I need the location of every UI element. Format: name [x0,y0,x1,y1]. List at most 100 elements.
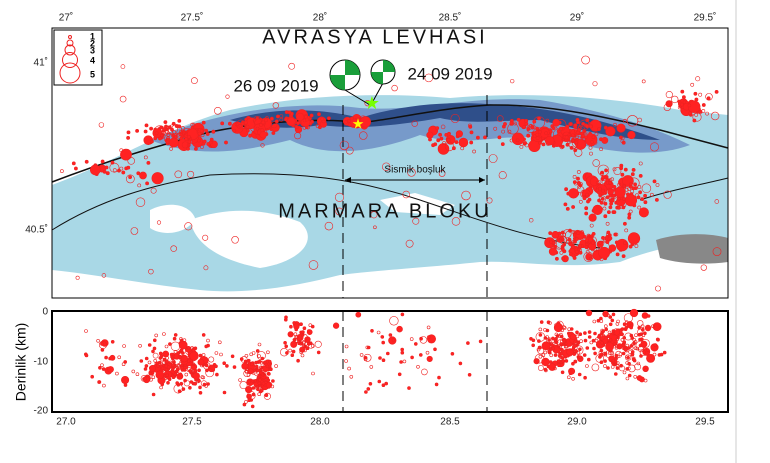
quake [151,349,155,354]
quake [603,214,608,219]
quake [405,239,414,248]
quake [538,354,543,359]
quake [376,330,381,335]
quake [197,368,201,373]
quake [613,362,617,367]
legend-symbol [59,62,81,84]
legend-symbol [62,52,78,68]
quake [428,137,432,142]
quake [137,183,142,188]
quake [227,121,232,126]
quake [384,381,389,386]
quake [577,181,582,186]
quake [373,225,377,230]
quake [578,250,583,255]
epicenter-star: ★ [364,93,380,113]
quake [126,135,131,140]
quake [644,324,652,332]
quake [585,241,590,246]
quake [160,366,165,371]
quake [623,241,627,246]
quake [588,213,597,222]
quake [643,331,647,336]
quake [433,347,437,352]
quake [148,268,154,275]
quake [579,119,590,130]
quake [559,250,564,255]
quake [578,243,583,248]
quake [283,317,288,322]
quake [588,256,593,261]
quake [555,239,566,249]
quake [598,193,603,198]
quake [706,96,711,101]
quake [591,363,600,372]
focal-mechanism-fill [371,60,395,84]
quake [269,116,274,121]
quake [614,186,626,198]
quake [655,183,660,187]
fault-line [51,173,601,249]
quake [349,116,354,121]
plate-label: AVRASYA LEVHASI [262,26,487,48]
lat-tick-label: 41˚ [34,57,48,69]
quake [250,362,254,367]
quake [603,364,607,368]
quake [562,326,567,330]
quake [218,340,222,345]
quake [581,122,586,126]
quake [256,368,260,372]
quake [478,339,483,344]
quake [184,222,193,231]
quake [381,162,391,172]
quake [622,322,627,327]
quake [581,133,585,138]
quake [245,128,250,133]
quake [181,141,189,149]
quake [571,361,575,366]
quake [139,359,144,363]
quake [600,196,605,201]
quake [426,131,434,139]
quake [638,190,643,195]
quake [694,113,699,117]
quake [264,393,269,398]
quake [663,190,672,199]
quake [391,84,398,92]
quake [378,356,382,360]
quake [575,334,580,339]
quake [152,352,159,359]
quake [222,361,226,366]
quake [551,230,560,239]
quake [643,200,648,205]
quake [100,363,104,368]
quake [243,120,248,125]
quake [435,126,440,131]
quake [171,363,175,368]
quake [349,374,354,379]
quake [154,131,159,136]
quake [450,113,460,123]
fault-line [639,177,729,201]
quake [513,121,517,126]
quake [166,136,170,141]
quake [171,124,182,135]
quake [257,342,262,347]
quake [289,324,293,329]
quake [543,327,547,332]
quake [389,316,399,326]
quake [560,347,564,352]
quake [549,353,554,358]
quake [600,341,604,345]
quake [539,320,544,324]
quake [96,338,100,343]
quake [524,143,529,148]
quake [164,364,168,369]
quake [625,354,632,361]
quake [349,118,359,127]
quake [286,117,296,127]
quake [149,126,154,131]
quake [344,359,348,363]
quake [187,170,195,178]
quake [193,146,198,151]
